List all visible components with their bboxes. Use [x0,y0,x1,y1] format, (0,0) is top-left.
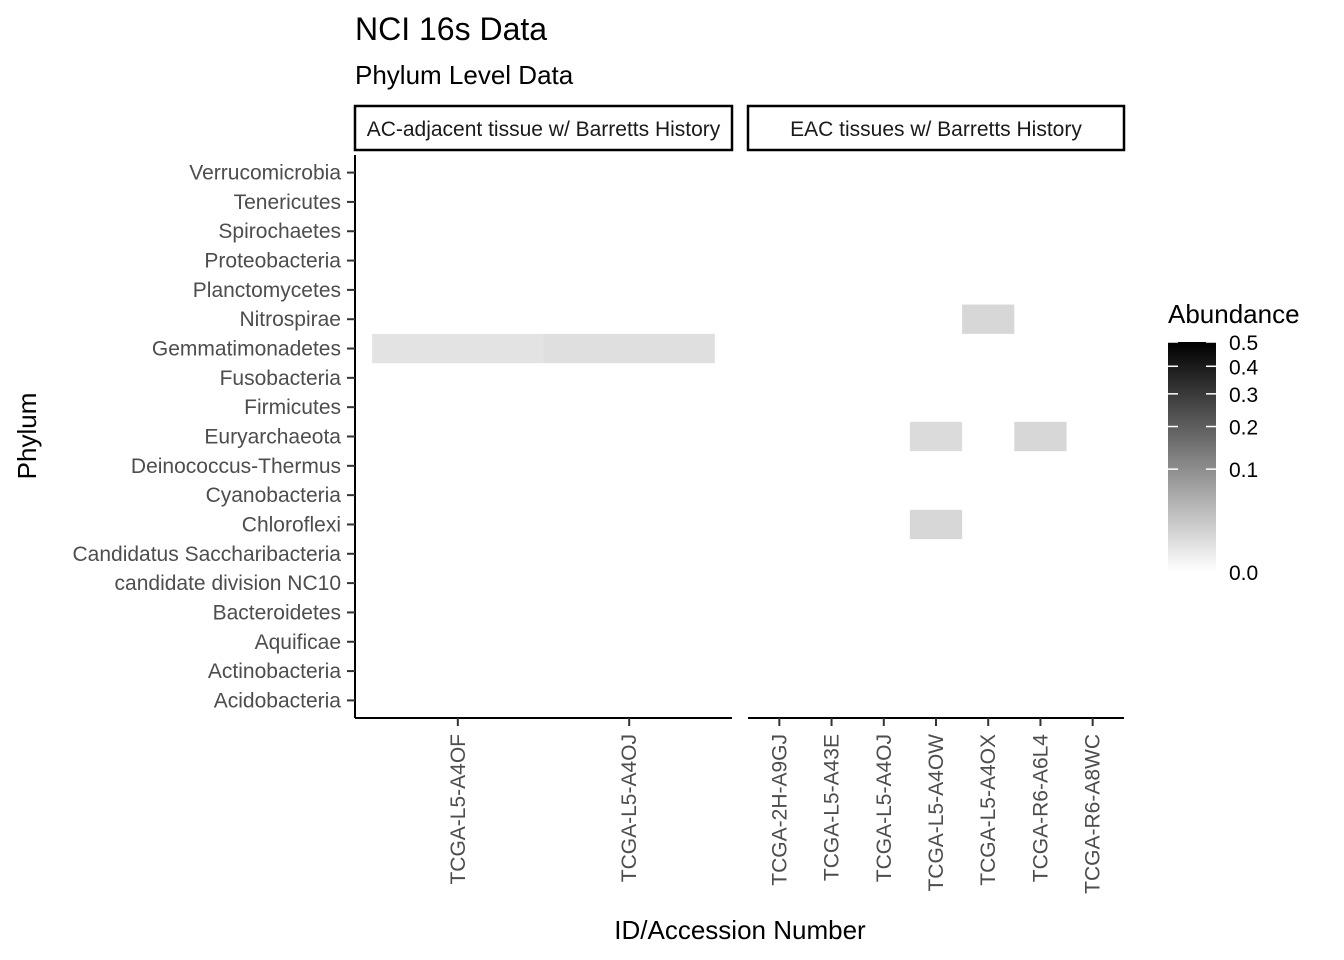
y-tick-label: Verrucomicrobia [189,162,341,185]
y-tick-label: Chloroflexi [242,513,341,536]
x-tick-label: TCGA-L5-A4OJ [873,734,896,882]
legend-tick-label: 0.4 [1229,356,1259,379]
y-tick-label: Deinococcus-Thermus [131,455,341,478]
legend-tick-label: 0.2 [1229,417,1258,440]
y-tick-label: Fusobacteria [220,367,342,390]
legend-tick-label: 0.3 [1229,384,1258,407]
facet-panel: EAC tissues w/ Barretts History TCGA-2H-A… [746,104,1126,894]
facet-strip [746,104,1126,152]
y-tick-label: Euryarchaeota [204,426,341,449]
x-tick-label: TCGA-L5-A43E [821,734,844,881]
heatmap-cell [372,333,544,364]
x-axis-title: ID/Accession Number [614,915,866,945]
y-tick-label: Gemmatimonadetes [152,338,341,361]
chart-subtitle: Phylum Level Data [355,60,574,90]
facet-strip-label: AC-adjacent tissue w/ Barretts History [367,118,721,141]
legend: Abundance 0.50.4 0.3 0.2 0.1 0.0 [1168,299,1300,585]
x-tick-label: TCGA-L5-A4OF [447,734,470,885]
facet-strip-label: EAC tissues w/ Barretts History [790,118,1082,141]
x-tick-label: TCGA-R6-A8WC [1082,734,1105,894]
x-tick-label: TCGA-L5-A4OW [925,734,948,892]
y-tick-label: Tenericutes [234,191,341,214]
y-tick-label: Firmicutes [244,396,341,419]
heatmap-cell [909,509,963,540]
y-tick-label: candidate division NC10 [115,572,341,595]
facet-panels: AC-adjacent tissue w/ Barretts History TC… [353,104,1126,894]
legend-tick-label: 0.5 [1229,332,1258,355]
y-tick-label: Cyanobacteria [206,484,342,507]
y-tick-label: Proteobacteria [204,250,341,273]
y-axis: Acidobacteria Actinobacteria Aquificae Bact… [73,155,356,718]
legend-title: Abundance [1168,299,1300,329]
y-tick-label: Actinobacteria [208,660,341,683]
y-tick-label: Planctomycetes [193,279,341,302]
heatmap-cell [909,421,963,452]
chart-title: NCI 16s Data [355,11,547,47]
facet-strip [353,104,734,152]
heatmap-cell [1014,421,1067,452]
facet-panel: AC-adjacent tissue w/ Barretts History TC… [353,104,734,885]
y-tick-label: Candidatus Saccharibacteria [73,543,342,566]
x-tick-label: TCGA-L5-A4OX [977,734,1000,886]
x-tick-label: TCGA-2H-A9GJ [768,734,791,886]
y-tick-label: Bacteroidetes [213,601,341,624]
legend-colorbar [1168,342,1216,572]
y-tick-label: Aquificae [255,631,341,654]
legend-tick-label: 0.1 [1229,459,1258,482]
x-tick-label: TCGA-L5-A4OJ [618,734,641,882]
y-axis-title: Phylum [12,393,42,480]
heatmap-cell [543,333,715,364]
y-tick-label: Nitrospirae [239,308,341,331]
x-tick-label: TCGA-R6-A6L4 [1029,734,1052,883]
y-tick-label: Spirochaetes [218,220,341,243]
y-tick-label: Acidobacteria [214,689,342,712]
legend-tick-label: 0.0 [1229,562,1258,585]
heatmap-cell [962,304,1015,334]
